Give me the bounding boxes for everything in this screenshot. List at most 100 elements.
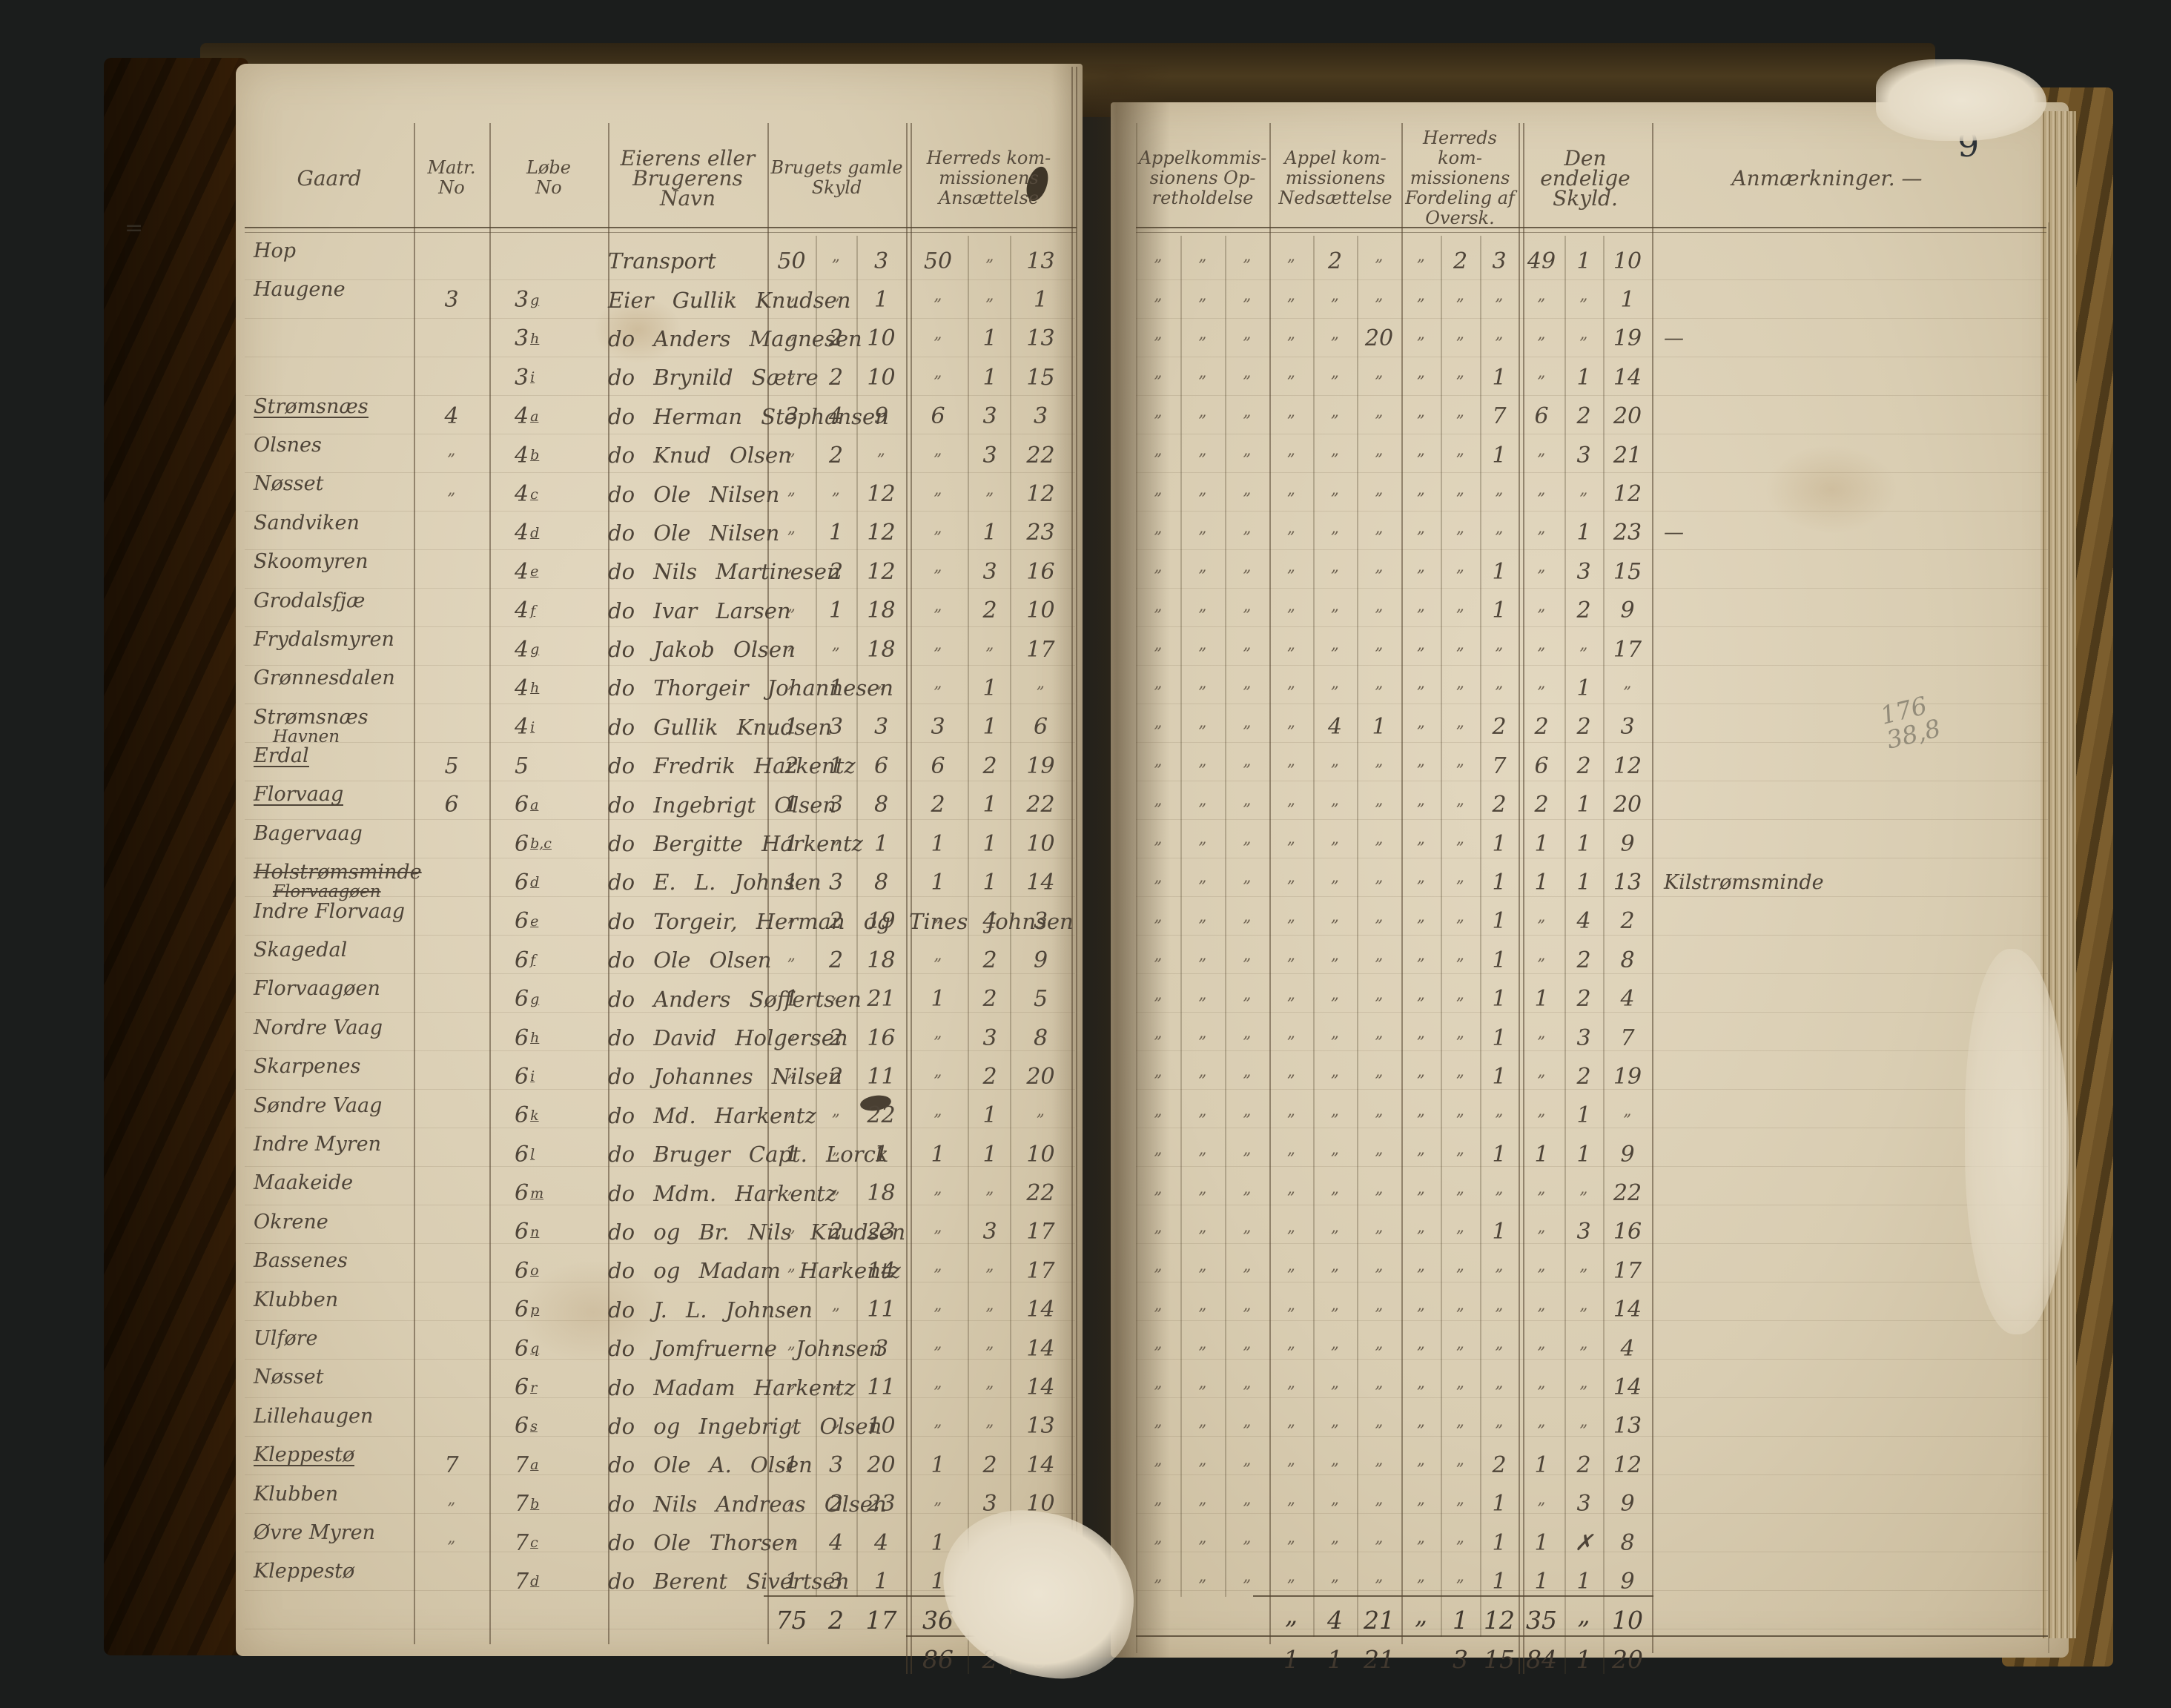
herredskom-daler: 86 <box>922 1644 954 1674</box>
old-skyld-ort: „ <box>832 1101 840 1119</box>
owner-name: Eier Gullik Knudsen <box>608 287 851 313</box>
fordeling-ort: „ <box>1456 984 1464 1003</box>
header-fordeling-line3: Fordeling af Oversk. <box>1405 187 1515 228</box>
herredskom-ort: 3 <box>982 1491 997 1517</box>
matr-no <box>414 320 489 358</box>
lobe-letter: n <box>530 1223 540 1240</box>
header-appel-ned-line1: Appel kom- <box>1284 147 1387 168</box>
appel-ned-ort: „ <box>1331 1062 1339 1081</box>
endelig-skyld-daler: 1 <box>1534 869 1549 896</box>
appel-op-skilling: „ <box>1243 830 1252 848</box>
herredskom-skilling: 1 <box>1033 287 1048 314</box>
appel-op-daler: „ <box>1154 363 1163 382</box>
anmaerkning <box>1652 1096 2002 1135</box>
appel-ned-skilling: „ <box>1375 790 1384 809</box>
fordeling-skilling: 1 <box>1492 1219 1507 1245</box>
fordeling-daler: „ <box>1414 1601 1428 1630</box>
header-endelig-line1: Den endelige <box>1540 145 1630 191</box>
appel-ned-ort: „ <box>1331 1411 1339 1430</box>
endelig-skyld-ort: „ <box>1577 1601 1590 1630</box>
fordeling-daler: „ <box>1417 1179 1425 1197</box>
appel-op-skilling: „ <box>1243 1567 1252 1586</box>
appel-ned-ort: 4 <box>1327 714 1343 741</box>
appel-ned-skilling: „ <box>1375 1217 1384 1236</box>
lobe-no <box>489 1601 608 1640</box>
sum-rule <box>1253 1595 1653 1597</box>
old-skyld-daler: „ <box>787 1062 796 1081</box>
old-skyld-daler: „ <box>787 1217 796 1236</box>
endelig-skyld-ort: 1 <box>1576 1644 1592 1674</box>
fordeling-daler: „ <box>1417 1373 1425 1391</box>
appel-op-ort: „ <box>1198 635 1207 654</box>
old-skyld-skilling: 19 <box>867 908 896 935</box>
appel-op-daler: „ <box>1154 752 1163 770</box>
herredskom-ort: „ <box>985 1373 994 1391</box>
old-skyld-daler: „ <box>787 1179 796 1197</box>
endelig-skyld-ort: „ <box>1579 1373 1588 1391</box>
appel-ned-daler: „ <box>1287 1062 1295 1081</box>
endelig-skyld-daler: „ <box>1537 1179 1546 1197</box>
old-skyld-daler: 3 <box>784 403 799 430</box>
fordeling-daler: „ <box>1417 1062 1425 1081</box>
gaard-name-line1: Lillehaugen <box>254 1404 374 1428</box>
endelig-skyld-skilling: 23 <box>1613 520 1642 546</box>
appel-op-skilling: „ <box>1243 285 1252 304</box>
fordeling-daler: „ <box>1417 674 1425 692</box>
appel-ned-skilling: „ <box>1375 247 1384 265</box>
group-divider-line <box>906 123 908 1674</box>
appel-op-daler: „ <box>1154 1179 1163 1197</box>
old-skyld-ort: 2 <box>828 325 844 352</box>
subcolumn-line <box>1010 236 1011 1674</box>
fordeling-skilling: 1 <box>1492 1529 1507 1556</box>
subcolumn-line <box>1225 236 1226 1597</box>
herredskom-daler: „ <box>934 1257 942 1275</box>
fordeling-skilling: „ <box>1495 1411 1504 1430</box>
appel-ned-ort: „ <box>1331 868 1339 887</box>
gaard-name: Grodalsfjæ <box>245 591 414 630</box>
endelig-skyld-ort: 2 <box>1576 986 1591 1013</box>
right-table-row: „ „ „ „ „ „ „ „ 1 „ 3 21 <box>1136 436 2002 474</box>
fordeling-daler: „ <box>1417 1140 1425 1159</box>
subcolumn-line <box>1441 236 1442 1637</box>
fordeling-ort: „ <box>1456 1411 1464 1430</box>
old-skyld-daler: „ <box>787 1024 796 1042</box>
appel-op-ort: „ <box>1198 1295 1207 1314</box>
old-skyld-ort: 4 <box>828 1529 844 1556</box>
owner-name: do Ole A. Olsen <box>608 1452 813 1478</box>
gaard-name-line2: Florvaagøen <box>273 882 381 902</box>
matr-no: „ <box>447 1529 456 1547</box>
endelig-skyld-daler: „ <box>1537 1489 1546 1508</box>
right-table-row: „ „ „ „ „ „ „ „ „ „ „ 17 <box>1136 630 2002 669</box>
anmaerkning <box>1652 1329 2002 1368</box>
endelig-skyld-ort: 2 <box>1576 714 1591 741</box>
herredskom-ort: 1 <box>982 830 997 857</box>
endelig-skyld-ort: „ <box>1579 1295 1588 1314</box>
header-anm-label: Anmærkninger. — <box>1731 165 1923 191</box>
anmaerkning <box>1652 979 2002 1018</box>
herredskom-daler: 1 <box>931 986 945 1013</box>
anmaerkning: — <box>1664 327 1684 351</box>
right-table-row: „ „ „ „ „ „ „ „ 1 1 2 4 <box>1136 979 2002 1018</box>
old-skyld-ort: 1 <box>828 598 844 624</box>
old-skyld-skilling: 6 <box>873 752 889 779</box>
appel-ned-skilling: „ <box>1375 557 1384 576</box>
old-skyld-skilling: 18 <box>867 1180 896 1207</box>
endelig-skyld-ort: 1 <box>1576 1102 1591 1129</box>
lobe-no: 5 <box>515 752 529 779</box>
herredskom-daler: 1 <box>931 1452 945 1478</box>
endelig-skyld-daler: 1 <box>1534 986 1549 1013</box>
appel-ned-skilling: „ <box>1375 1257 1384 1275</box>
appel-op-ort: „ <box>1198 1567 1207 1586</box>
appel-ned-ort: „ <box>1331 1217 1339 1236</box>
matr-no: 4 <box>444 403 459 430</box>
appel-ned-skilling: „ <box>1375 674 1384 692</box>
gaard-name: Søndre Vaag <box>245 1096 414 1135</box>
left-table-row: Lillehaugen 6 s do og Ingebrigt Olsen „ „ 10 „ „… <box>245 1404 1071 1446</box>
endelig-skyld-ort: 2 <box>1576 1063 1591 1090</box>
old-skyld-ort: „ <box>832 1334 840 1353</box>
old-skyld-daler <box>767 1640 816 1678</box>
owner-name: do Fredrik Harkentz <box>608 753 856 779</box>
appel-op-ort: „ <box>1198 441 1207 460</box>
